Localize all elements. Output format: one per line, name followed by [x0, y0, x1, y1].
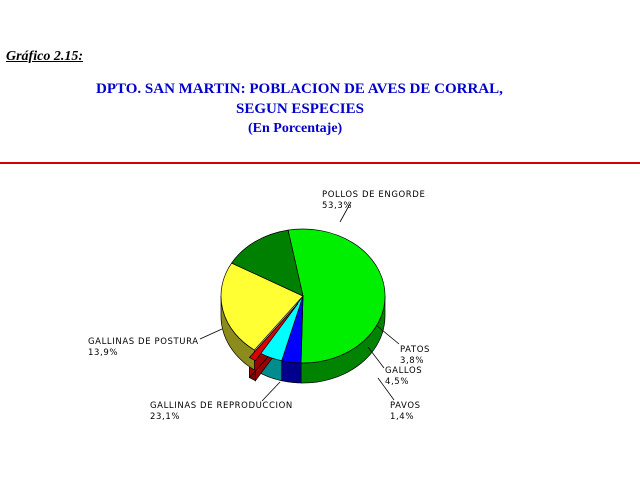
pie-slice-gallinas-de-reproduccion	[220, 262, 304, 351]
slice-label-patos: PATOS	[400, 345, 430, 355]
leader-line-pollos-de-engorde	[339, 201, 352, 223]
slice-value-pavos: 1,4%	[390, 412, 414, 422]
slice-label-pavos: PAVOS	[390, 401, 421, 411]
leader-line-gallinas-de-postura	[199, 328, 223, 340]
chart-subtitle: (En Porcentaje)	[248, 121, 343, 136]
pie-leaders	[199, 201, 400, 402]
pie-slice-gallinas-de-postura	[231, 229, 304, 297]
slice-value-gallinas-de-reproduccion: 23,1%	[150, 412, 180, 422]
leader-line-patos	[375, 324, 400, 345]
slice-label-gallinas-de-postura: GALLINAS DE POSTURA	[88, 337, 199, 347]
slice-value-gallinas-de-postura: 13,9%	[88, 348, 118, 358]
slice-label-gallinas-de-reproduccion: GALLINAS DE REPRODUCCION	[150, 401, 293, 411]
leader-line-gallinas-de-reproduccion	[261, 381, 281, 402]
title-divider	[0, 162, 640, 164]
pie-slice-pavos	[248, 303, 299, 362]
leader-line-gallos	[367, 346, 385, 369]
slice-label-gallos: GALLOS	[385, 366, 422, 376]
pie-tops	[220, 228, 386, 364]
slice-value-gallos: 4,5%	[385, 377, 409, 387]
slice-value-patos: 3,8%	[400, 356, 424, 366]
slice-label-pollos-de-engorde: POLLOS DE ENGORDE	[322, 190, 425, 200]
pie-slice-pollos-de-engorde	[287, 228, 386, 364]
pie-side-patos	[281, 360, 302, 384]
leader-line-pavos	[377, 377, 395, 401]
slice-value-pollos-de-engorde: 53,3%	[322, 201, 352, 211]
chart-title-line2: SEGUN ESPECIES	[236, 101, 364, 117]
chart-title-line1: DPTO. SAN MARTIN: POBLACION DE AVES DE C…	[96, 81, 503, 97]
figure-label: Gráfico 2.15:	[6, 49, 83, 64]
